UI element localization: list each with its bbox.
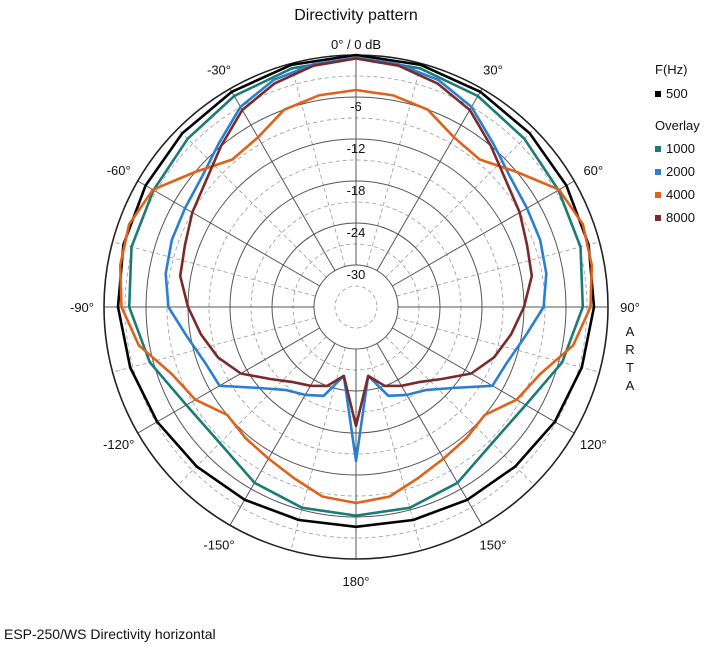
- series-curve-4000: [118, 88, 594, 505]
- angle-label: 60°: [583, 163, 603, 178]
- minor-spoke: [177, 336, 327, 486]
- legend-entry: 4000: [666, 187, 695, 202]
- radial-tick-label: -18: [347, 183, 366, 198]
- angle-label: -120°: [103, 437, 134, 452]
- angle-label: 30°: [483, 63, 503, 78]
- minor-spoke: [112, 317, 316, 373]
- legend-swatch: [655, 91, 661, 97]
- series-curves: [116, 53, 596, 529]
- angle-label: 180°: [343, 574, 370, 589]
- series-curve-2000: [164, 56, 548, 463]
- series-curve-8000: [178, 57, 534, 428]
- minor-spoke: [396, 317, 600, 373]
- angle-label: 90°: [620, 300, 640, 315]
- legend-header: F(Hz): [655, 62, 688, 77]
- watermark-letter: A: [626, 378, 635, 393]
- major-ring: [313, 264, 399, 350]
- radial-tick-label: -12: [347, 141, 366, 156]
- minor-spoke: [290, 63, 346, 267]
- legend-entry: 8000: [666, 210, 695, 225]
- watermark-letter: R: [625, 342, 634, 357]
- legend-entry: 1000: [666, 141, 695, 156]
- radial-tick-label: -30: [347, 267, 366, 282]
- angle-label: -60°: [107, 163, 131, 178]
- series-curve-500: [116, 53, 596, 529]
- minor-spoke: [396, 241, 600, 297]
- major-spoke: [392, 327, 575, 434]
- major-spoke: [376, 88, 483, 271]
- legend: F(Hz) 500 Overlay 1000 2000 4000 8000: [655, 62, 700, 225]
- legend-entry: 2000: [666, 164, 695, 179]
- angle-label: 150°: [480, 537, 507, 552]
- watermark-letter: T: [626, 360, 634, 375]
- legend-swatch: [655, 215, 661, 221]
- watermark-letter: A: [626, 324, 635, 339]
- axis-labels: 0° / 0 dB -6 -12 -18 -24 -30 30° 60° 90° 120° 150°…: [70, 37, 640, 589]
- legend-swatch: [655, 192, 661, 198]
- major-spoke: [137, 180, 320, 287]
- minor-spoke: [385, 336, 535, 486]
- angle-label: -150°: [203, 537, 234, 552]
- radial-tick-label: 0° / 0 dB: [331, 37, 381, 52]
- minor-spoke: [366, 63, 422, 267]
- major-spoke: [229, 343, 336, 526]
- radial-tick-label: -24: [347, 225, 366, 240]
- chart-title: Directivity pattern: [294, 7, 418, 24]
- angle-label: -30°: [207, 63, 231, 78]
- legend-swatch: [655, 169, 661, 175]
- major-spoke: [229, 88, 336, 271]
- legend-swatch: [655, 146, 661, 152]
- caption: ESP-250/WS Directivity horizontal: [4, 626, 216, 642]
- angle-label: -90°: [70, 300, 94, 315]
- major-ring: [271, 222, 441, 392]
- angle-label: 120°: [580, 437, 607, 452]
- legend-overlay-header: Overlay: [655, 118, 700, 133]
- minor-ring: [334, 285, 378, 329]
- minor-spoke: [112, 241, 316, 297]
- major-spoke: [392, 180, 575, 287]
- legend-entry: 500: [666, 86, 688, 101]
- minor-spoke: [385, 128, 535, 278]
- major-spoke: [376, 343, 483, 526]
- major-spoke: [137, 327, 320, 434]
- polar-grid: [103, 54, 609, 560]
- radial-tick-label: -6: [350, 99, 362, 114]
- major-ring: [145, 96, 567, 518]
- major-ring: [229, 180, 483, 434]
- minor-spoke: [177, 128, 327, 278]
